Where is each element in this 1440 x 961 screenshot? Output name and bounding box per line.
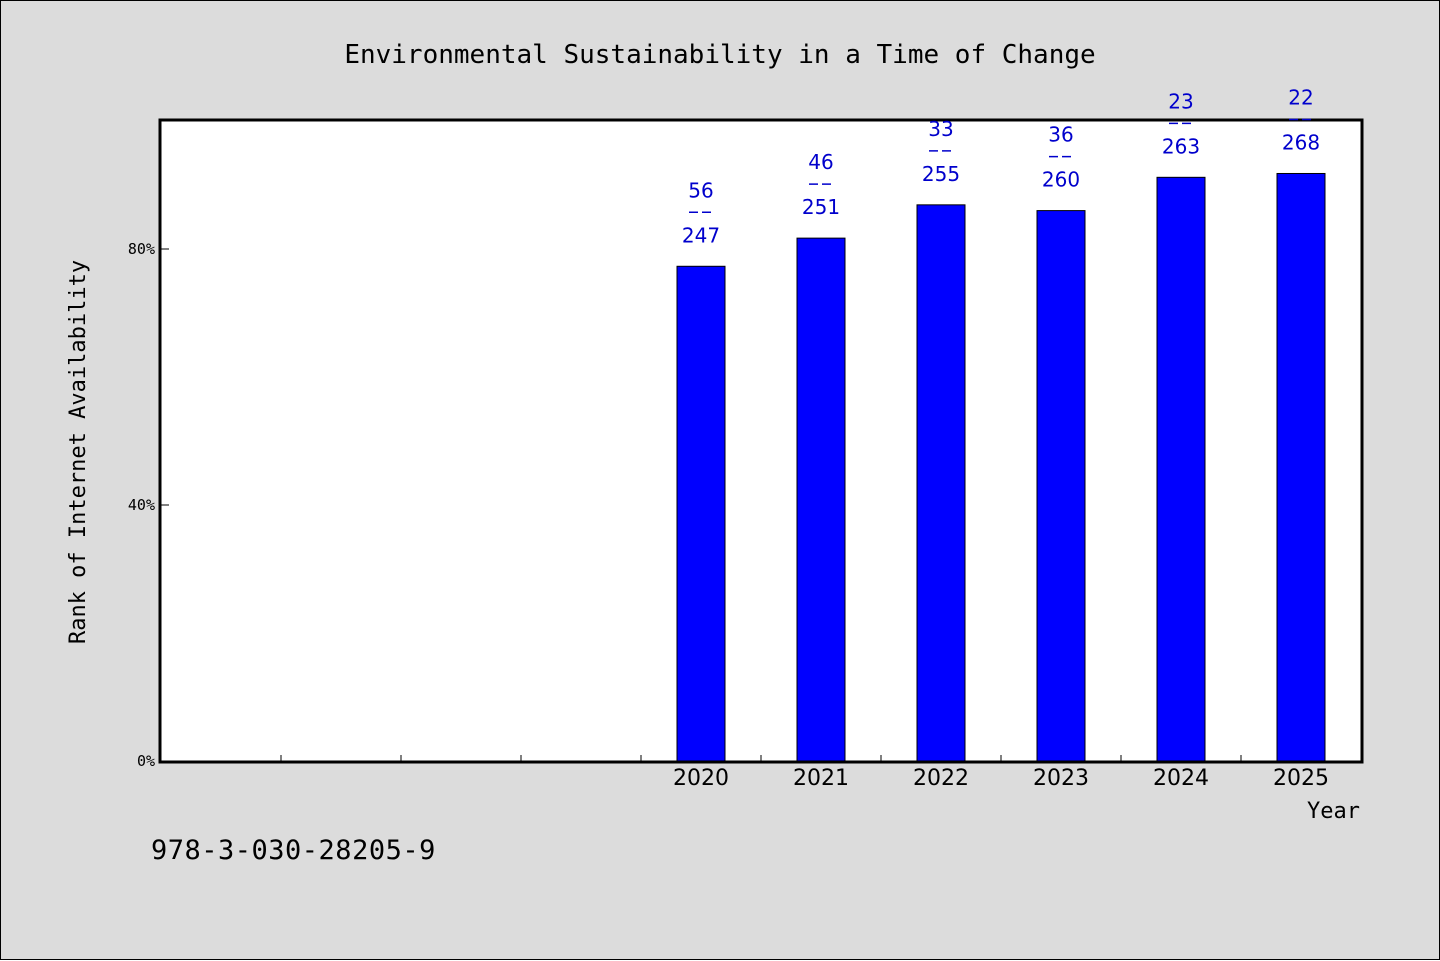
data-label-bottom: 263 [1162, 134, 1200, 158]
y-tick-label: 40% [128, 496, 155, 514]
bar-2020 [676, 265, 726, 762]
data-label-bottom: 247 [682, 223, 720, 247]
isbn-code: 978-3-030-28205-9 [151, 835, 436, 866]
data-label-bottom: 260 [1042, 168, 1080, 192]
data-label-top: 22 [1288, 85, 1313, 109]
data-label-bottom: 251 [802, 195, 840, 219]
x-tick-label: 2020 [673, 766, 729, 791]
y-ticks-group: 0% 40% 80% [128, 240, 169, 770]
data-label-top: 33 [928, 117, 953, 141]
chart-title: Environmental Sustainability in a Time o… [344, 40, 1095, 70]
x-tick-label: 2022 [913, 766, 969, 791]
data-label-bottom: 268 [1282, 130, 1320, 154]
y-tick-label: 0% [137, 752, 155, 770]
data-labels-group: 56 247 46 251 33 255 36 260 23 263 22 268 [682, 85, 1320, 247]
bars-group [676, 172, 1326, 762]
data-label-top: 23 [1168, 89, 1193, 113]
data-label-bottom: 255 [922, 162, 960, 186]
x-ticks-group: 2020 2021 2022 2023 2024 2025 [280, 755, 1329, 791]
bar-2021 [796, 237, 846, 762]
data-label-top: 56 [688, 178, 713, 202]
x-axis-label: Year [1307, 799, 1360, 824]
x-tick-label: 2023 [1033, 766, 1089, 791]
data-label-top: 36 [1048, 123, 1073, 147]
bar-2024 [1156, 176, 1206, 762]
x-tick-label: 2025 [1273, 766, 1329, 791]
bar-2025 [1276, 172, 1326, 762]
data-label-top: 46 [808, 150, 833, 174]
y-axis-label: Rank of Internet Availability [66, 260, 91, 644]
bar-2022 [916, 204, 966, 762]
y-tick-label: 80% [128, 240, 155, 258]
x-tick-label: 2024 [1153, 766, 1209, 791]
bar-2023 [1036, 210, 1086, 762]
x-tick-label: 2021 [793, 766, 849, 791]
